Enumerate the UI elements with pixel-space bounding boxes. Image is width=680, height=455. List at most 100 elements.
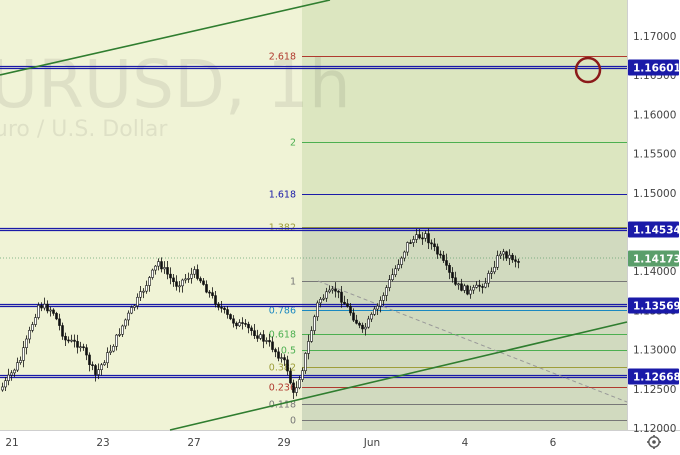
price-tag bbox=[628, 221, 679, 238]
candle-body bbox=[427, 233, 430, 244]
candle-body bbox=[163, 267, 166, 270]
candle-body bbox=[442, 254, 445, 261]
candle-body bbox=[166, 267, 169, 275]
candle-body bbox=[169, 273, 172, 279]
price-axis-label: 1.15000 bbox=[633, 188, 676, 200]
candle-body bbox=[484, 282, 487, 288]
candle-body bbox=[415, 234, 418, 240]
candle-body bbox=[373, 308, 376, 315]
target-circle[interactable] bbox=[574, 56, 602, 84]
candle-body bbox=[64, 335, 67, 341]
time-axis-label: 4 bbox=[462, 437, 469, 449]
candle-body bbox=[127, 312, 130, 321]
candle-body bbox=[331, 288, 334, 291]
candle-body bbox=[439, 253, 442, 256]
candle-body bbox=[349, 305, 352, 314]
candle-body bbox=[100, 364, 103, 370]
candle-body bbox=[241, 322, 244, 324]
time-axis-label: 27 bbox=[187, 437, 200, 449]
candle-body bbox=[193, 269, 196, 275]
price-axis-label: 1.12500 bbox=[633, 384, 676, 396]
candle-body bbox=[298, 379, 301, 389]
candle-body bbox=[421, 237, 424, 240]
time-axis-label: 6 bbox=[550, 437, 557, 449]
candle-body bbox=[517, 261, 520, 263]
fib-label: 2.618 bbox=[269, 52, 296, 63]
candle-body bbox=[424, 233, 427, 239]
upper-trendline[interactable] bbox=[0, 0, 331, 76]
candle-body bbox=[253, 330, 256, 337]
price-axis-label: 1.16000 bbox=[633, 109, 676, 121]
candle-body bbox=[136, 296, 139, 307]
candle-body bbox=[187, 278, 190, 280]
candle-body bbox=[382, 295, 385, 301]
candle-body bbox=[487, 273, 490, 284]
candle-body bbox=[28, 330, 31, 340]
candle-body bbox=[358, 322, 361, 326]
candle-body bbox=[286, 359, 289, 372]
candle-body bbox=[124, 319, 127, 327]
candle-body bbox=[292, 382, 295, 393]
candle-body bbox=[289, 370, 292, 384]
candle-body bbox=[343, 301, 346, 304]
lower-trendline[interactable] bbox=[169, 321, 628, 431]
candle-body bbox=[265, 340, 268, 342]
candle-body bbox=[367, 318, 370, 328]
price-tag-label: 1.12668 bbox=[633, 372, 680, 384]
candle-body bbox=[397, 264, 400, 270]
candle-body bbox=[67, 339, 70, 342]
fib-label: 0.236 bbox=[269, 383, 296, 394]
candle-body bbox=[499, 253, 502, 257]
price-tag bbox=[628, 368, 679, 385]
candle-body bbox=[496, 255, 499, 268]
candle-body bbox=[502, 251, 505, 255]
candle-body bbox=[325, 291, 328, 299]
candle-body bbox=[13, 369, 16, 374]
candle-body bbox=[145, 285, 148, 292]
fib-label: 2 bbox=[290, 138, 296, 149]
candle-body bbox=[505, 251, 508, 259]
fib-trendline-dashed[interactable] bbox=[317, 280, 628, 403]
candle-body bbox=[430, 242, 433, 245]
candle-body bbox=[103, 362, 106, 366]
candle-body bbox=[16, 362, 19, 371]
candle-body bbox=[160, 261, 163, 270]
candle-body bbox=[130, 307, 133, 314]
candle-body bbox=[91, 364, 94, 366]
candle-body bbox=[277, 351, 280, 359]
candle-body bbox=[142, 290, 145, 293]
candle-body bbox=[337, 290, 340, 293]
price-tag-label: 1.16601 bbox=[633, 63, 680, 75]
candle-body bbox=[334, 288, 337, 292]
gear-icon[interactable] bbox=[647, 435, 661, 449]
fib-label: 0 bbox=[290, 416, 296, 427]
candle-body bbox=[316, 302, 319, 318]
candle-body bbox=[280, 357, 283, 359]
fib-label: 1 bbox=[290, 277, 296, 288]
candle-body bbox=[403, 251, 406, 259]
candle-body bbox=[202, 280, 205, 285]
time-axis-label: 21 bbox=[5, 437, 18, 449]
fib-label: 0.118 bbox=[269, 400, 296, 411]
candle-body bbox=[352, 312, 355, 321]
candle-body bbox=[115, 334, 118, 347]
time-axis[interactable]: 21 23 27 29 Jun 4 6 bbox=[5, 437, 556, 449]
candle-body bbox=[514, 259, 517, 262]
candle-body bbox=[460, 283, 463, 291]
watermark-subtitle: Euro / U.S. Dollar bbox=[0, 117, 168, 142]
candle-body bbox=[256, 335, 259, 339]
price-axis-label: 1.15500 bbox=[633, 149, 676, 161]
candle-body bbox=[511, 254, 514, 261]
candle-body bbox=[109, 350, 112, 353]
candle-body bbox=[355, 319, 358, 324]
candle-body bbox=[313, 316, 316, 331]
horizontal-levels[interactable] bbox=[0, 65, 627, 379]
candle-body bbox=[205, 284, 208, 293]
candle-body bbox=[106, 352, 109, 364]
fib-label: 0.382 bbox=[269, 363, 296, 374]
time-axis-label: 23 bbox=[96, 437, 109, 449]
fib-label: 0.5 bbox=[281, 346, 296, 357]
candle-body bbox=[262, 334, 265, 342]
candle-body bbox=[490, 271, 493, 274]
